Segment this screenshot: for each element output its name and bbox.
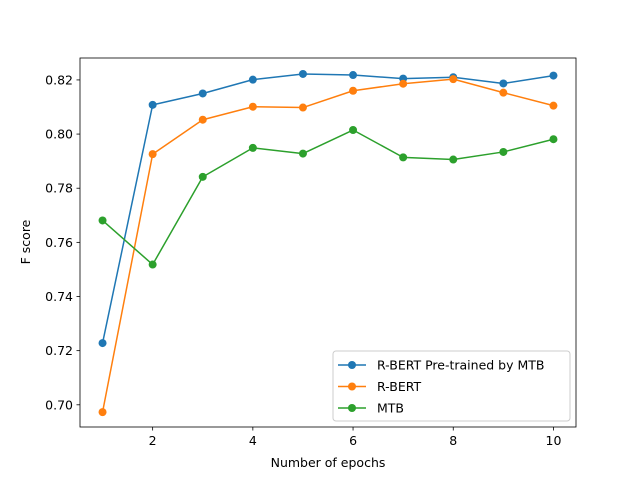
data-point-series-1-x6	[349, 71, 358, 80]
x-tick-label: 2	[149, 433, 157, 448]
legend-marker-1	[348, 361, 356, 369]
data-point-series-1-x3	[198, 89, 207, 98]
x-tick-label: 4	[249, 433, 257, 448]
data-point-series-2-x1	[98, 408, 107, 417]
data-point-series-2-x5	[298, 103, 307, 112]
series-line-1	[101, 73, 554, 344]
data-point-series-3-x4	[248, 143, 257, 152]
y-tick-label: 0.78	[45, 181, 73, 196]
legend-label-1: R-BERT Pre-trained by MTB	[377, 358, 544, 373]
legend-box	[332, 350, 571, 422]
series-line-2	[101, 78, 554, 413]
y-tick-label: 0.70	[45, 397, 73, 412]
data-point-series-3-x2	[148, 260, 157, 269]
x-axis-label: Number of epochs	[271, 455, 386, 470]
y-tick-label: 0.82	[45, 72, 73, 87]
data-point-series-3-x7	[399, 153, 408, 162]
data-point-series-1-x9	[499, 79, 508, 88]
data-point-series-3-x1	[98, 216, 107, 225]
data-point-series-2-x6	[349, 86, 358, 95]
data-point-series-3-x9	[499, 147, 508, 156]
x-tick-label: 10	[546, 433, 562, 448]
data-point-series-2-x8	[449, 75, 458, 84]
data-point-series-3-x6	[349, 126, 358, 135]
data-point-series-2-x4	[248, 102, 257, 111]
data-point-series-3-x10	[549, 135, 558, 144]
data-point-series-2-x7	[399, 79, 408, 88]
x-tick-label: 8	[449, 433, 457, 448]
series-line-3	[102, 129, 554, 266]
y-axis-ticks: 0.70 0.72 0.74 0.76 0.78 0.80 0.82	[45, 72, 80, 412]
data-point-series-1-x4	[248, 75, 257, 84]
x-axis-ticks: 2 4 6 8 10	[149, 427, 562, 448]
y-tick-label: 0.80	[45, 127, 73, 142]
data-point-series-3-x3	[198, 172, 207, 181]
data-point-series-3-x5	[298, 149, 307, 158]
x-tick-label: 6	[349, 433, 357, 448]
data-point-series-1-x10	[549, 71, 558, 80]
legend-marker-3	[348, 404, 356, 412]
data-point-series-2-x9	[499, 88, 508, 97]
y-tick-label: 0.76	[45, 235, 73, 250]
y-tick-label: 0.72	[45, 343, 73, 358]
data-point-series-1-x1	[98, 339, 107, 348]
legend-marker-2	[348, 382, 356, 391]
plot-series-group	[98, 69, 558, 417]
data-point-series-2-x3	[198, 115, 207, 124]
data-point-series-3-x8	[449, 155, 458, 164]
data-point-series-2-x2	[148, 150, 157, 159]
legend-label-2: R-BERT	[377, 379, 421, 394]
y-tick-label: 0.74	[45, 289, 73, 304]
data-point-series-1-x2	[148, 100, 157, 109]
data-point-series-1-x5	[298, 69, 307, 78]
y-axis-label: F score	[18, 219, 33, 264]
data-point-series-2-x10	[549, 101, 558, 110]
legend: R-BERT Pre-trained by MTB R-BERT MTB	[332, 350, 571, 422]
legend-label-3: MTB	[377, 401, 404, 416]
